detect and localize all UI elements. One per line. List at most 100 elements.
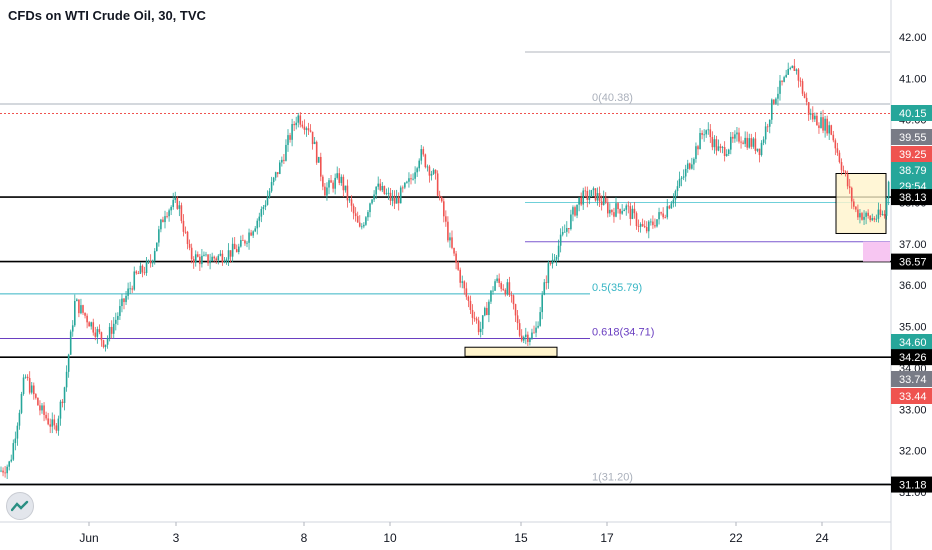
candle-body xyxy=(293,124,295,126)
candle-body xyxy=(867,212,869,216)
candle-body xyxy=(705,130,707,135)
candle-body xyxy=(65,371,68,388)
candle-body xyxy=(406,181,408,183)
candle-body xyxy=(629,206,632,219)
candle-body xyxy=(338,173,341,183)
price-tag xyxy=(891,105,932,121)
x-tick-label: 10 xyxy=(383,531,397,545)
candle-body xyxy=(609,209,611,214)
support-zone-box[interactable] xyxy=(464,346,558,357)
candle-body xyxy=(322,176,324,187)
candle-body xyxy=(305,128,308,130)
pink-zone-box[interactable] xyxy=(863,241,890,262)
candle-body xyxy=(645,227,648,232)
candle-body xyxy=(260,209,263,217)
candle-body xyxy=(317,156,320,163)
candle-body xyxy=(654,225,656,227)
candle-body xyxy=(285,144,287,161)
fib-level-label: 0(40.38) xyxy=(592,92,633,104)
candles-group[interactable] xyxy=(0,59,890,480)
candle-body xyxy=(233,243,236,250)
candle-body xyxy=(346,185,349,201)
candle-body xyxy=(412,178,414,180)
candle-body xyxy=(158,229,160,243)
tradingview-logo-icon[interactable] xyxy=(6,492,34,520)
candle-body xyxy=(570,214,572,230)
candle-body xyxy=(723,147,726,156)
candle-body xyxy=(727,149,730,154)
candle-body xyxy=(715,139,718,151)
candle-body xyxy=(94,332,97,337)
candle-body xyxy=(188,244,191,248)
candle-body xyxy=(375,186,377,195)
candle-body xyxy=(211,256,213,262)
candle-body xyxy=(369,203,371,213)
candle-body xyxy=(356,216,359,223)
price-tag xyxy=(891,162,932,178)
candle-body xyxy=(848,186,851,188)
candle-body xyxy=(734,134,736,139)
candle-body xyxy=(809,113,812,115)
candle-body xyxy=(797,69,800,81)
candle-body xyxy=(850,187,853,202)
candle-body xyxy=(887,181,890,199)
candle-body xyxy=(141,265,144,273)
candle-body xyxy=(299,115,302,125)
candle-body xyxy=(684,168,687,177)
fib-level-label: 1(31.20) xyxy=(592,472,633,484)
candle-body xyxy=(641,224,644,227)
candle-body xyxy=(498,278,500,284)
candle-body xyxy=(135,271,138,274)
candle-body xyxy=(330,180,332,183)
candle-body xyxy=(408,178,410,182)
consolidation-box[interactable] xyxy=(835,173,887,234)
candle-body xyxy=(117,315,119,320)
candle-body xyxy=(252,231,254,236)
candle-body xyxy=(223,261,226,263)
candle-body xyxy=(789,67,792,70)
candle-body xyxy=(248,232,250,243)
candle-body xyxy=(131,288,133,290)
candle-body xyxy=(826,118,828,134)
candle-body xyxy=(18,412,21,426)
candle-body xyxy=(438,195,441,198)
candle-body xyxy=(184,231,187,233)
candle-body xyxy=(668,206,671,209)
candle-body xyxy=(459,269,461,283)
candle-body xyxy=(262,206,265,210)
price-tag-label: 34.60 xyxy=(899,337,927,349)
chart-title: CFDs on WTI Crude Oil, 30, TVC xyxy=(8,8,206,23)
candle-body xyxy=(730,136,732,150)
candle-body xyxy=(334,177,336,189)
candle-body xyxy=(592,188,595,191)
candle-body xyxy=(367,212,369,218)
candle-body xyxy=(697,146,699,150)
candle-body xyxy=(844,171,847,174)
candle-body xyxy=(26,376,29,379)
candle-body xyxy=(190,247,193,260)
candle-body xyxy=(873,218,876,220)
candle-body xyxy=(664,217,666,219)
candle-body xyxy=(496,278,498,282)
candle-body xyxy=(426,166,429,168)
candle-body xyxy=(432,169,435,174)
y-tick-label: 33.00 xyxy=(899,404,927,416)
candle-body xyxy=(793,65,796,71)
candle-body xyxy=(246,242,248,244)
candle-body xyxy=(240,240,242,247)
candle-body xyxy=(660,212,662,214)
candle-body xyxy=(525,334,527,337)
candle-body xyxy=(768,119,771,127)
candle-body xyxy=(604,197,607,203)
candle-body xyxy=(709,129,712,138)
candle-body xyxy=(578,197,580,205)
price-tag xyxy=(891,334,932,350)
candle-body xyxy=(377,183,379,187)
y-tick-label: 41.00 xyxy=(899,73,927,85)
candle-body xyxy=(149,260,152,264)
candle-body xyxy=(758,148,761,156)
candle-body xyxy=(53,419,56,426)
candle-body xyxy=(535,327,537,333)
candle-body xyxy=(652,221,654,226)
